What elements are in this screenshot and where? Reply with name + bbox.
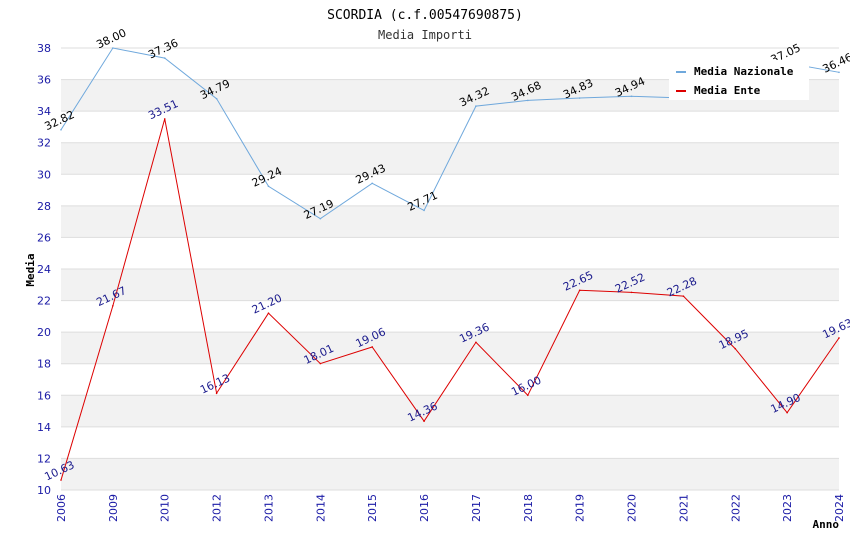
- legend-label-ente: Media Ente: [694, 84, 761, 97]
- x-axis-ticks: 2006 2009 2010 2012 2013 2014 2015 2016 2017 2018…: [55, 494, 846, 522]
- point-nazionale: [371, 182, 374, 185]
- point-ente: [630, 291, 633, 294]
- point-ente: [112, 304, 114, 307]
- point-ente: [527, 394, 529, 397]
- y-tick-label: 24: [37, 263, 51, 276]
- x-tick-label: 2022: [729, 494, 742, 522]
- x-tick-label: 2024: [833, 494, 846, 522]
- point-nazionale: [838, 71, 840, 74]
- x-tick-label: 2009: [107, 494, 120, 522]
- y-tick-label: 26: [37, 231, 51, 244]
- point-nazionale: [630, 95, 633, 98]
- x-tick-label: 2010: [159, 494, 172, 522]
- chart-subtitle: Media Importi: [378, 28, 472, 42]
- x-tick-label: 2019: [574, 494, 587, 522]
- point-nazionale: [60, 128, 62, 131]
- legend-box: [669, 60, 809, 100]
- y-tick-label: 28: [37, 200, 51, 213]
- point-ente: [319, 362, 322, 365]
- y-tick-label: 12: [37, 452, 51, 465]
- point-nazionale: [215, 97, 218, 100]
- band: [61, 395, 839, 427]
- point-ente: [475, 341, 477, 344]
- y-tick-label: 38: [37, 42, 51, 55]
- point-nazionale: [163, 57, 166, 59]
- x-tick-label: 2006: [55, 494, 68, 522]
- point-nazionale: [423, 209, 425, 212]
- point-nazionale: [527, 99, 529, 102]
- point-nazionale: [319, 217, 322, 220]
- band: [61, 269, 839, 301]
- background-bands: [61, 79, 839, 490]
- x-tick-label: 2012: [211, 494, 224, 522]
- y-axis-ticks: 10 12 14 16 18 20 22 24 26 28 30 32 34 36 38: [37, 42, 51, 497]
- point-nazionale: [475, 105, 477, 107]
- y-tick-label: 30: [37, 168, 51, 181]
- point-ente: [371, 346, 374, 348]
- y-tick-label: 22: [37, 295, 51, 308]
- y-tick-label: 36: [37, 74, 51, 87]
- x-tick-label: 2014: [314, 494, 327, 522]
- point-ente: [838, 337, 840, 339]
- point-ente: [215, 392, 218, 395]
- legend-label-nazionale: Media Nazionale: [694, 65, 794, 78]
- band: [61, 458, 839, 490]
- y-tick-label: 16: [37, 389, 51, 402]
- x-tick-label: 2016: [418, 494, 431, 522]
- y-tick-label: 34: [37, 105, 51, 118]
- point-ente: [60, 479, 62, 481]
- line-media-ente: [60, 118, 840, 481]
- x-tick-label: 2021: [677, 494, 690, 522]
- x-tick-label: 2018: [522, 494, 535, 522]
- point-ente: [786, 411, 788, 414]
- x-axis-label: Anno: [813, 518, 840, 531]
- x-tick-label: 2015: [366, 494, 379, 522]
- data-label-ente: 16.13: [198, 372, 232, 397]
- x-tick-label: 2020: [626, 494, 639, 522]
- y-tick-label: 32: [37, 137, 51, 150]
- y-axis-label: Media: [24, 253, 37, 286]
- y-tick-label: 14: [37, 421, 51, 434]
- y-tick-label: 10: [37, 484, 51, 497]
- band: [61, 332, 839, 364]
- y-tick-label: 20: [37, 326, 51, 339]
- y-tick-label: 18: [37, 358, 51, 371]
- x-tick-label: 2013: [262, 494, 275, 522]
- point-ente: [734, 347, 737, 350]
- point-ente: [163, 118, 166, 120]
- x-tick-label: 2023: [781, 494, 794, 522]
- point-ente: [682, 295, 685, 297]
- chart-title: SCORDIA (c.f.00547690875): [327, 8, 523, 23]
- point-nazionale: [112, 47, 114, 49]
- band: [61, 205, 839, 238]
- point-nazionale: [578, 97, 581, 99]
- point-ente: [423, 420, 425, 422]
- point-ente: [267, 312, 270, 315]
- point-ente: [578, 289, 581, 292]
- legend: Media Nazionale Media Ente: [669, 60, 809, 100]
- x-tick-label: 2017: [470, 494, 483, 522]
- point-nazionale: [267, 185, 270, 188]
